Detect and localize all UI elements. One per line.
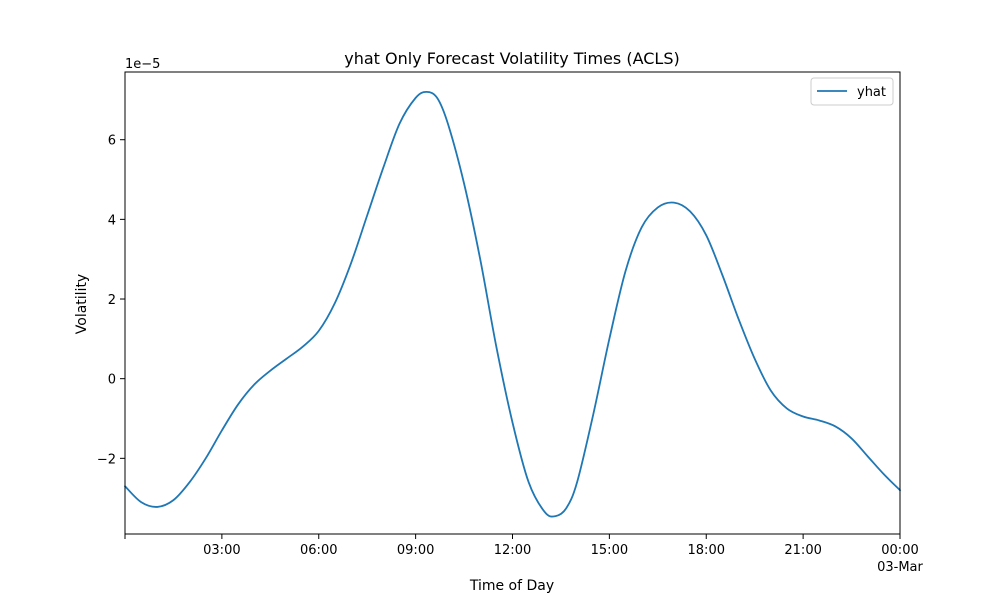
y-tick-label: 6	[108, 134, 116, 149]
y-tick-label: −2	[97, 452, 116, 467]
x-axis-label: Time of Day	[469, 578, 554, 594]
x-tick-sublabel: 03-Mar	[877, 560, 923, 575]
legend-box	[810, 77, 894, 106]
legend: yhat	[810, 77, 894, 106]
y-axis-label: Volatility	[74, 274, 90, 334]
x-tick-label: 06:00	[300, 543, 337, 558]
chart-title: yhat Only Forecast Volatility Times (ACL…	[344, 49, 679, 68]
x-tick-label: 03:00	[203, 543, 240, 558]
plot-area: 03:00 06:00 09:00 12:00 15:00 18:00 21:00 00:00…	[97, 71, 924, 575]
series-line-yhat	[124, 91, 901, 518]
y-tick-label: 0	[108, 373, 116, 388]
x-tick-label: 09:00	[397, 543, 434, 558]
x-axis-ticks: 03:00 06:00 09:00 12:00 15:00 18:00 21:00 00:00…	[124, 534, 924, 575]
y-tick-label: 2	[108, 293, 116, 308]
x-tick-label: 15:00	[591, 543, 628, 558]
axes-frame	[124, 71, 901, 535]
x-tick-label: 00:00	[881, 543, 918, 558]
x-tick-label: 21:00	[784, 543, 821, 558]
y-axis-offset-label: 1e−5	[125, 57, 160, 72]
x-tick-label: 12:00	[494, 543, 531, 558]
y-tick-label: 4	[108, 213, 116, 228]
y-axis-ticks: −2 0 2 4 6	[97, 134, 125, 467]
legend-label-yhat: yhat	[857, 85, 886, 100]
x-tick-label: 18:00	[688, 543, 725, 558]
